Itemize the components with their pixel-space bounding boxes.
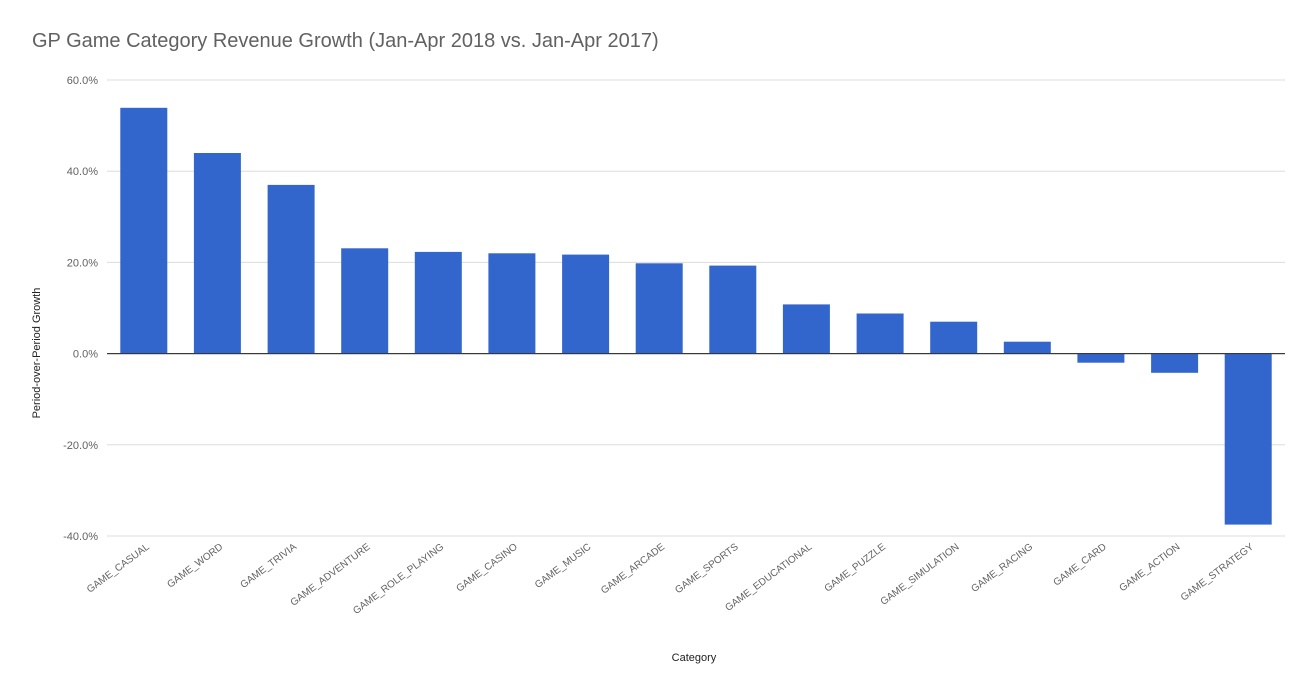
x-tick-label: GAME_STRATEGY xyxy=(1179,541,1256,603)
bar-game-role-playing xyxy=(414,251,462,354)
bar-game-arcade xyxy=(635,263,683,354)
y-tick-label: 40.0% xyxy=(67,166,98,178)
x-tick-label: GAME_CASINO xyxy=(455,541,520,594)
y-axis-label: Period-over-Period Growth xyxy=(31,288,43,419)
y-tick-label: -40.0% xyxy=(63,531,98,543)
bar-game-trivia xyxy=(267,184,315,354)
x-tick-label: GAME_RACING xyxy=(969,541,1035,594)
y-axis-ticks: 60.0% 40.0% 20.0% 0.0% -20.0% -40.0% xyxy=(63,75,98,543)
bar-game-word xyxy=(193,153,241,354)
x-tick-label: GAME_CASUAL xyxy=(85,541,152,595)
bar-game-racing xyxy=(1003,341,1051,354)
bar-game-educational xyxy=(782,304,830,354)
x-tick-label: GAME_MUSIC xyxy=(533,542,593,591)
bar-game-simulation xyxy=(930,321,978,354)
y-tick-label: 0.0% xyxy=(73,349,98,361)
x-tick-label: GAME_ACTION xyxy=(1118,542,1183,595)
bar-game-strategy xyxy=(1224,353,1272,525)
x-axis-ticks: GAME_CASUAL GAME_WORD GAME_TRIVIAGAME_ADVE… xyxy=(85,541,1256,617)
x-tick-label: GAME_ADVENTURE xyxy=(289,541,373,608)
bar-game-adventure xyxy=(341,248,389,354)
chart-title: GP Game Category Revenue Growth (Jan-Apr… xyxy=(32,30,659,52)
x-axis-label: Category xyxy=(672,652,717,664)
bar-game-puzzle xyxy=(856,313,904,354)
bar-game-casino xyxy=(488,253,536,354)
bar-game-sports xyxy=(709,265,757,354)
y-tick-label: 20.0% xyxy=(67,257,98,269)
x-tick-label: GAME_SPORTS xyxy=(673,541,741,596)
y-tick-label: 60.0% xyxy=(67,75,98,87)
y-tick-label: -20.0% xyxy=(63,440,98,452)
bar-game-casual xyxy=(120,107,168,354)
bar-game-card xyxy=(1077,353,1125,363)
x-tick-label: GAME_SIMULATION xyxy=(879,542,962,608)
x-tick-label: GAME_PUZZLE xyxy=(823,541,888,594)
x-tick-label: GAME_CARD xyxy=(1052,542,1109,589)
bars xyxy=(120,107,1272,525)
x-tick-label: GAME_WORD xyxy=(165,542,225,591)
x-tick-label: GAME_ARCADE xyxy=(599,541,667,596)
x-tick-label: GAME_TRIVIA xyxy=(239,541,300,590)
bar-game-music xyxy=(562,254,610,354)
bar-game-action xyxy=(1151,353,1199,373)
